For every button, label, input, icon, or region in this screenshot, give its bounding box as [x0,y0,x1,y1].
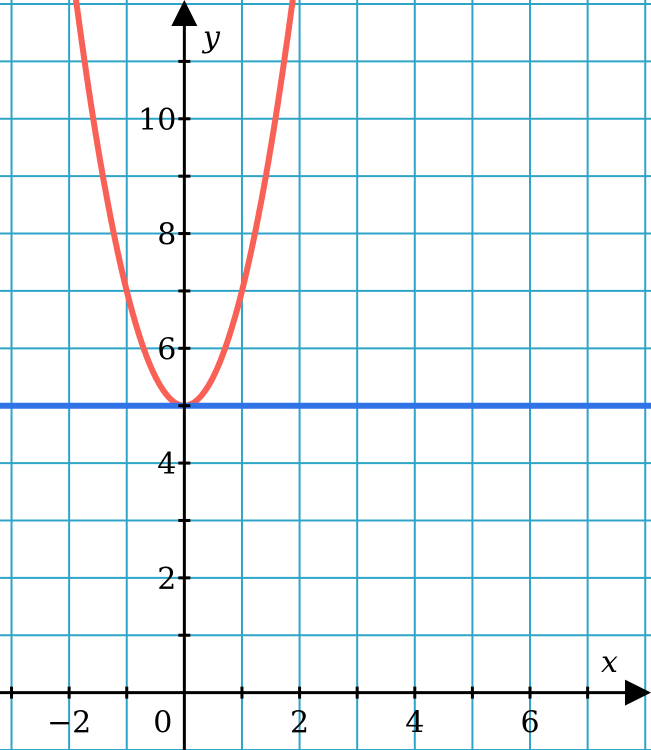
x-tick-label: 4 [405,706,424,741]
labels: x y −2 0 2 4 6 2 4 6 8 10 [47,20,618,741]
x-axis-arrow [625,679,651,706]
x-tick-label: 0 [153,706,172,741]
x-axis-label: x [601,645,618,680]
y-tick-label: 10 [138,103,176,138]
x-tick-label: −2 [47,706,91,741]
y-tick-label: 8 [157,218,176,253]
y-axis-label: y [201,20,221,55]
y-tick-label: 2 [157,562,176,597]
x-tick-label: 6 [520,706,539,741]
y-tick-label: 4 [157,447,176,482]
y-axis-arrow [171,0,198,26]
x-tick-label: 2 [290,706,309,741]
y-tick-label: 6 [157,332,176,367]
